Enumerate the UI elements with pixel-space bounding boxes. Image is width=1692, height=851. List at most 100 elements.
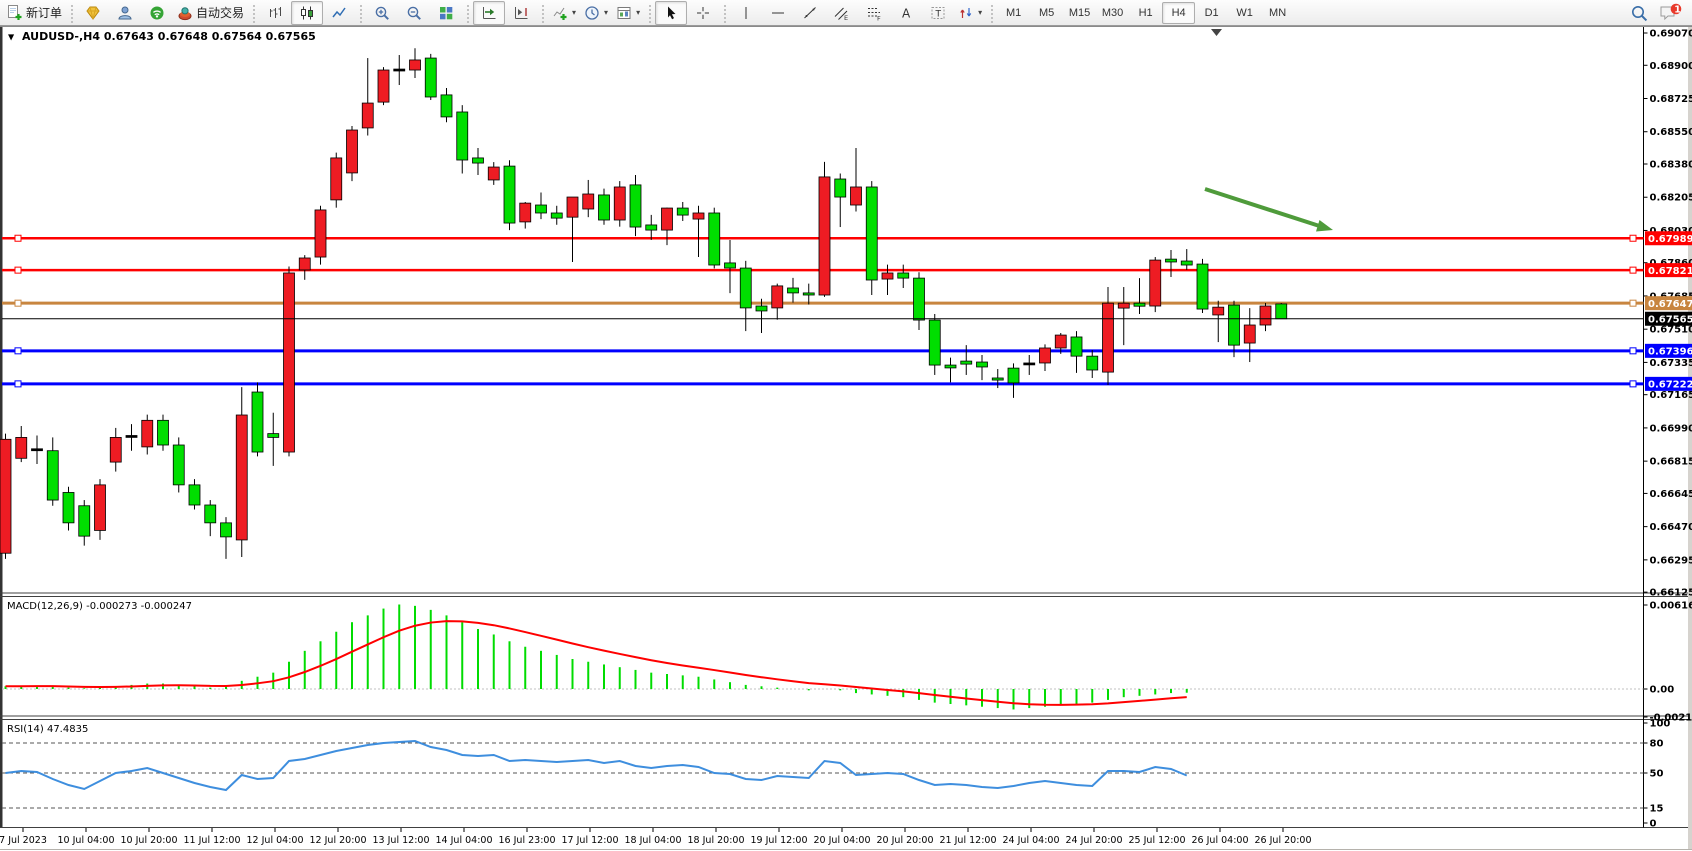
candle <box>424 53 437 101</box>
svg-text:16 Jul 23:00: 16 Jul 23:00 <box>499 835 556 846</box>
timeframe-m30-button[interactable]: M30 <box>1101 6 1124 19</box>
chartshift-icon <box>513 5 529 21</box>
timeframe-w1-button[interactable]: W1 <box>1236 6 1253 19</box>
zoom-in-button[interactable] <box>366 1 398 25</box>
svg-text:12 Jul 20:00: 12 Jul 20:00 <box>310 835 367 846</box>
signals-button[interactable] <box>141 1 173 25</box>
svg-text:14 Jul 04:00: 14 Jul 04:00 <box>436 835 493 846</box>
autotrading-button[interactable]: 自动交易 <box>173 1 248 25</box>
candle <box>897 264 910 288</box>
vline-button[interactable] <box>730 1 762 25</box>
channel-button[interactable]: E <box>826 1 858 25</box>
market-watch-button[interactable] <box>77 1 109 25</box>
toolbar-separator <box>539 2 547 23</box>
candle <box>1117 287 1130 346</box>
trendline-button[interactable] <box>794 1 826 25</box>
chevron-down-icon[interactable]: ▾ <box>572 8 577 17</box>
candle <box>188 479 201 510</box>
chart-shift-button[interactable] <box>505 1 537 25</box>
candle <box>519 201 532 229</box>
toolbar-separator <box>988 2 996 23</box>
candle <box>298 255 311 280</box>
rsi-line <box>5 739 1188 792</box>
svg-text:0.66470: 0.66470 <box>1650 522 1692 533</box>
objects-button[interactable]: ▾ <box>954 1 986 25</box>
zoom-in-icon <box>374 5 390 21</box>
zoom-out-button[interactable] <box>398 1 430 25</box>
candle <box>283 266 295 457</box>
labelT-icon: T <box>930 5 946 21</box>
timeframe-m5-button[interactable]: M5 <box>1038 6 1055 19</box>
candle <box>1196 258 1209 314</box>
candle <box>881 264 894 296</box>
svg-text:12 Jul 04:00: 12 Jul 04:00 <box>247 835 304 846</box>
candle <box>928 313 941 375</box>
candle <box>850 148 862 212</box>
chevron-down-icon[interactable]: ▾ <box>604 8 609 17</box>
auto-scroll-button[interactable] <box>473 0 506 25</box>
svg-text:0: 0 <box>1650 819 1657 830</box>
label-button[interactable]: T <box>922 1 954 25</box>
text-button[interactable]: A <box>890 1 922 25</box>
candle <box>220 517 232 559</box>
timeframe-h4-button[interactable]: H4 <box>1162 1 1196 24</box>
candle <box>251 382 264 457</box>
chart-shift-marker[interactable] <box>1211 29 1222 36</box>
timeframe-d1-button[interactable]: D1 <box>1204 6 1219 19</box>
chevron-down-icon[interactable]: ▾ <box>978 8 983 17</box>
horizontal-level-line[interactable] <box>2 347 1644 355</box>
bars-icon <box>267 5 283 21</box>
svg-text:13 Jul 12:00: 13 Jul 12:00 <box>373 835 430 846</box>
candle <box>393 55 406 86</box>
fibonacci-button[interactable]: F <box>858 1 890 25</box>
svg-text:E: E <box>844 14 848 21</box>
price-chart[interactable]: 0.69070 0.68900 0.68725 0.68550 0.68380 0.682… <box>0 26 1692 851</box>
symbol-menu-icon[interactable]: ▼ <box>8 33 15 42</box>
pane-frame <box>0 26 1692 850</box>
zoom-out-icon <box>406 5 422 21</box>
svg-text:0.69070: 0.69070 <box>1650 28 1692 39</box>
line-chart-button[interactable] <box>323 1 355 25</box>
candle <box>944 357 957 383</box>
periods-button[interactable]: ▾ <box>580 1 612 25</box>
horizontal-level-line[interactable] <box>2 380 1644 388</box>
person-icon <box>117 5 133 21</box>
fibo-icon: F <box>866 5 882 21</box>
macd-label: MACD(12,26,9) -0.000273 -0.000247 <box>7 601 192 612</box>
candle <box>1259 302 1272 332</box>
tile-windows-button[interactable] <box>430 1 462 25</box>
template-icon <box>616 5 632 21</box>
candle <box>1054 332 1067 354</box>
candles <box>0 48 1288 559</box>
candle <box>409 48 421 78</box>
hline-button[interactable] <box>762 1 794 25</box>
candle <box>487 162 500 185</box>
candle <box>645 214 658 240</box>
svg-text:F: F <box>877 14 881 21</box>
timeframe-h1-button[interactable]: H1 <box>1138 6 1153 19</box>
candle <box>456 105 469 174</box>
trend-arrow-annotation[interactable] <box>1204 187 1333 232</box>
crosshair-button[interactable] <box>687 1 719 25</box>
horizontal-level-line[interactable] <box>2 299 1644 307</box>
svg-text:18 Jul 20:00: 18 Jul 20:00 <box>688 835 745 846</box>
candle <box>865 181 878 296</box>
notifications-chat-icon[interactable]: 1 <box>1659 3 1682 22</box>
arrows-icon <box>958 5 974 21</box>
indicators-button[interactable]: ▾ <box>548 1 580 25</box>
community-button[interactable] <box>109 1 141 25</box>
new-order-button[interactable]: 新订单 <box>2 1 66 25</box>
timeframe-m1-button[interactable]: M1 <box>1005 6 1022 19</box>
chevron-down-icon[interactable]: ▾ <box>636 8 641 17</box>
timeframe-mn-button[interactable]: MN <box>1269 6 1287 19</box>
candle-chart-button[interactable] <box>291 0 324 25</box>
timeframe-m15-button[interactable]: M15 <box>1068 6 1091 19</box>
toolbar-separator <box>464 2 472 23</box>
candle <box>377 67 390 106</box>
autoscroll-icon <box>481 5 497 21</box>
bar-chart-button[interactable] <box>259 1 291 25</box>
cursor-button[interactable] <box>655 0 688 25</box>
search-icon[interactable] <box>1630 4 1649 22</box>
candle <box>1007 363 1020 398</box>
templates-button[interactable]: ▾ <box>612 1 644 25</box>
